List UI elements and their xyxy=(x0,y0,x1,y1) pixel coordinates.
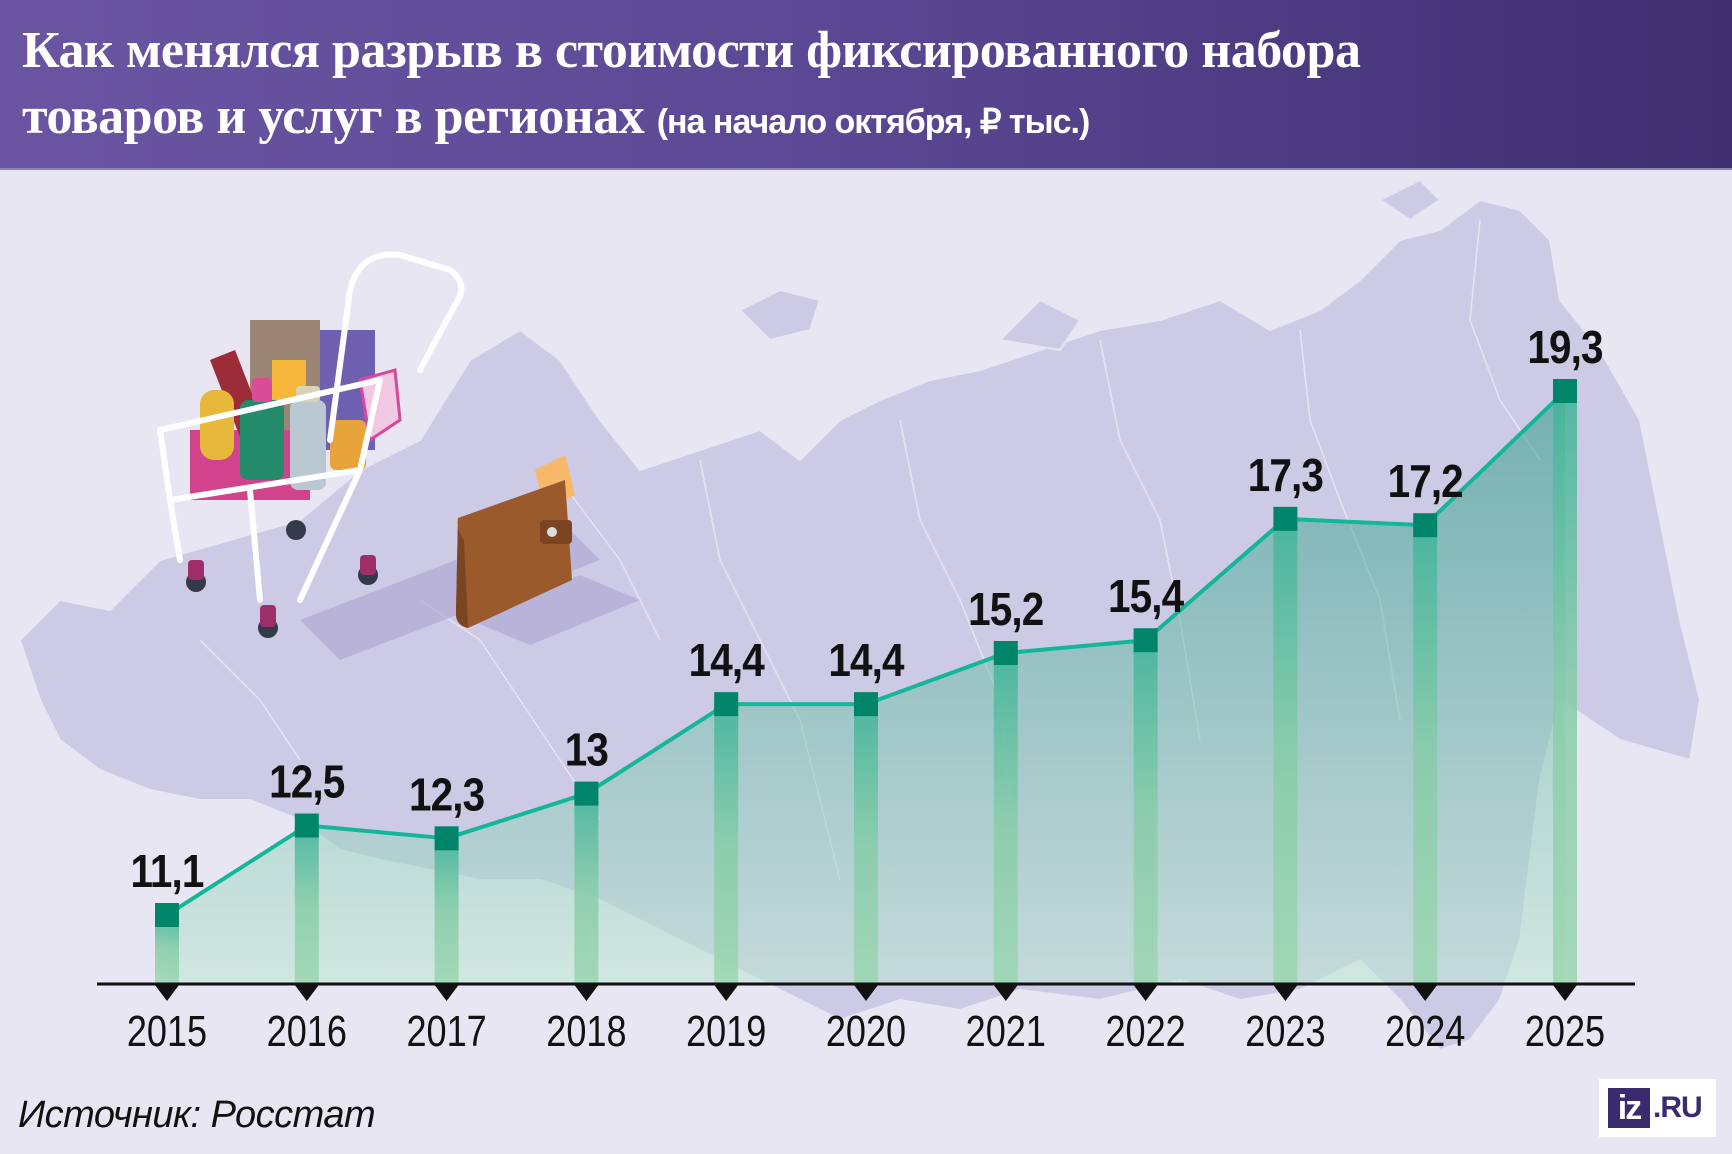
value-label-2023: 17,3 xyxy=(1248,450,1323,501)
x-tick-label-2016: 2016 xyxy=(267,1007,347,1056)
x-tick-label-2021: 2021 xyxy=(966,1007,1046,1056)
area-fill xyxy=(167,391,1565,984)
title-line-2: товаров и услуг в регионах (на начало ок… xyxy=(22,84,1360,155)
drop-bar-2023 xyxy=(1273,518,1298,984)
tick-marker-icon xyxy=(993,985,1018,1001)
drop-bars xyxy=(155,391,1577,984)
drop-bar-2018 xyxy=(574,793,599,984)
shopping-cart-icon xyxy=(157,251,600,660)
data-point-2023 xyxy=(1273,506,1298,531)
title-line-1: Как менялся разрыв в стоимости фиксирова… xyxy=(22,22,1361,79)
x-tick-label-2018: 2018 xyxy=(546,1007,626,1056)
chart-title: Как менялся разрыв в стоимости фиксирова… xyxy=(22,18,1361,155)
drop-bar-2022 xyxy=(1133,640,1158,984)
value-label-2021: 15,2 xyxy=(968,585,1043,636)
value-label-2019: 14,4 xyxy=(689,636,765,687)
tick-marker-icon xyxy=(574,985,599,1001)
value-labels: 11,1 12,5 12,3 13 14,4 14,4 15,2 15,4 17,3 17,2 19… xyxy=(130,323,1603,898)
tick-marker-icon xyxy=(1553,985,1577,1001)
tick-marker-icon xyxy=(1273,985,1298,1001)
value-label-2017: 12,3 xyxy=(409,770,484,821)
chart-subtitle: (на начало октября, ₽ тыс.) xyxy=(656,103,1091,141)
value-label-2022: 15,4 xyxy=(1108,572,1184,623)
x-tick-label-2015: 2015 xyxy=(127,1007,207,1056)
value-label-2018: 13 xyxy=(565,725,608,776)
x-tick-label-2020: 2020 xyxy=(826,1007,906,1056)
data-markers xyxy=(155,379,1577,927)
data-point-2016 xyxy=(294,813,319,838)
data-point-2025 xyxy=(1553,379,1577,404)
logo-domain: .RU xyxy=(1653,1091,1703,1124)
x-axis: 2015 2016 2017 2018 2019 2020 2021 2022 2023 2024… xyxy=(97,982,1635,1056)
x-tick-label-2023: 2023 xyxy=(1245,1007,1325,1056)
data-point-2024 xyxy=(1413,513,1438,538)
tick-marker-icon xyxy=(1133,985,1158,1001)
data-point-2021 xyxy=(993,641,1018,666)
tick-marker-icon xyxy=(1413,985,1438,1001)
drop-bar-2016 xyxy=(294,825,319,984)
chart-area: 11,1 12,5 12,3 13 14,4 14,4 15,2 15,4 17,3 17,2 19… xyxy=(0,170,1732,1154)
line-area-chart: 11,1 12,5 12,3 13 14,4 14,4 15,2 15,4 17,3 17,2 19… xyxy=(18,178,1702,1056)
data-point-2020 xyxy=(854,692,878,717)
data-point-2022 xyxy=(1133,628,1158,653)
data-point-2018 xyxy=(574,781,599,806)
header-banner: Как менялся разрыв в стоимости фиксирова… xyxy=(0,0,1732,170)
drop-bar-2021 xyxy=(993,653,1018,984)
x-tick-label-2025: 2025 xyxy=(1525,1007,1605,1056)
x-tick-label-2022: 2022 xyxy=(1105,1007,1185,1056)
drop-bar-2019 xyxy=(714,704,739,984)
tick-marker-icon xyxy=(434,985,459,1001)
drop-bar-2024 xyxy=(1413,525,1438,984)
wallet-icon xyxy=(455,455,640,645)
value-label-2024: 17,2 xyxy=(1388,457,1463,508)
value-label-2016: 12,5 xyxy=(269,757,344,808)
source-note: Источник: Росстат xyxy=(18,1094,376,1136)
value-label-2025: 19,3 xyxy=(1527,323,1602,374)
x-tick-label-2024: 2024 xyxy=(1385,1007,1465,1056)
izru-logo: iz .RU xyxy=(1599,1079,1716,1137)
value-label-2020: 14,4 xyxy=(828,636,904,687)
logo-mark: iz xyxy=(1608,1088,1650,1128)
x-tick-label-2017: 2017 xyxy=(406,1007,486,1056)
drop-bar-2025 xyxy=(1553,391,1577,984)
tick-marker-icon xyxy=(155,985,179,1001)
tick-marker-icon xyxy=(854,985,878,1001)
data-point-2017 xyxy=(434,826,459,851)
drop-bar-2017 xyxy=(434,838,459,984)
data-point-2019 xyxy=(714,692,739,717)
value-label-2015: 11,1 xyxy=(130,847,203,898)
data-point-2015 xyxy=(155,903,179,927)
title-line-2-text: товаров и услуг в регионах xyxy=(22,88,645,145)
tick-marker-icon xyxy=(294,985,319,1001)
x-tick-label-2019: 2019 xyxy=(686,1007,766,1056)
drop-bar-2020 xyxy=(854,704,878,984)
tick-marker-icon xyxy=(714,985,739,1001)
